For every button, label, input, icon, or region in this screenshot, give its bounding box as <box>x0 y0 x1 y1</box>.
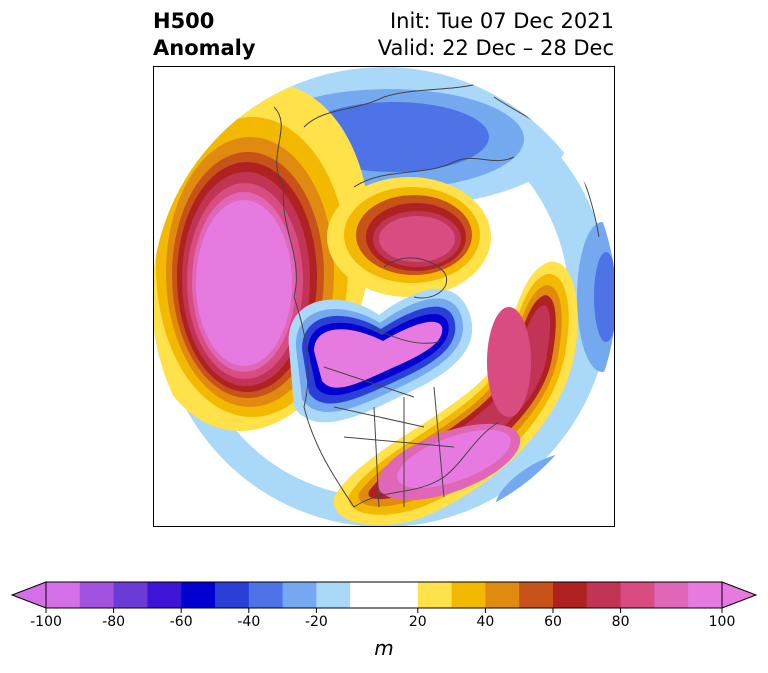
colorbar-swatch <box>586 582 622 608</box>
colorbar-extend-min <box>10 581 47 609</box>
colorbar-swatch <box>350 582 385 608</box>
colorbar-swatch <box>316 582 351 608</box>
colorbar-tick-label: -20 <box>304 614 328 630</box>
colorbar-tick-label: -80 <box>102 614 126 630</box>
colorbar-swatch <box>215 582 250 608</box>
canada-trough <box>288 289 473 423</box>
colorbar-swatch <box>282 582 317 608</box>
colorbar-swatch <box>181 582 216 608</box>
colorbar-swatch <box>519 582 554 608</box>
colorbar-tick-label: -60 <box>169 614 193 630</box>
colorbar-swatch <box>485 582 520 608</box>
colorbar-swatch <box>248 582 284 608</box>
colorbar-tick-label: -100 <box>30 614 62 630</box>
colorbar-swatch <box>553 582 588 608</box>
init-date-label: Init: Tue 07 Dec 2021 <box>389 9 614 33</box>
colorbar-tick-label: 60 <box>544 614 562 630</box>
colorbar-border <box>45 581 723 609</box>
colorbar-swatch <box>417 582 453 608</box>
title-field-name: H500 <box>153 9 215 33</box>
colorbar-swatch <box>620 582 655 608</box>
colorbar-swatch <box>688 582 723 608</box>
anomaly-map <box>153 66 615 527</box>
map-title-right: Init: Tue 07 Dec 2021 Valid: 22 Dec – 28… <box>378 8 614 62</box>
colorbar-swatch <box>384 582 419 608</box>
map-canvas <box>154 67 614 526</box>
colorbar <box>10 581 758 613</box>
colorbar-tick-label: -40 <box>237 614 261 630</box>
colorbar-tick-label: 80 <box>611 614 630 630</box>
colorbar-tick-label: 100 <box>708 614 736 630</box>
colorbar-tick-label: 20 <box>408 614 427 630</box>
title-field-type: Anomaly <box>153 36 256 60</box>
colorbar-swatch <box>654 582 689 608</box>
valid-range-label: Valid: 22 Dec – 28 Dec <box>377 36 614 60</box>
greenland-ridge <box>327 177 491 297</box>
colorbar-tick-label: 40 <box>476 614 495 630</box>
colorbar-swatch <box>79 582 115 608</box>
colorbar-swatch <box>113 582 148 608</box>
colorbar-swatch <box>451 582 486 608</box>
colorbar-unit-label: m <box>374 636 394 660</box>
colorbar-swatch <box>46 582 81 608</box>
map-title-left: H500 Anomaly <box>153 8 256 62</box>
colorbar-swatch <box>147 582 182 608</box>
colorbar-extend-max <box>721 581 758 609</box>
